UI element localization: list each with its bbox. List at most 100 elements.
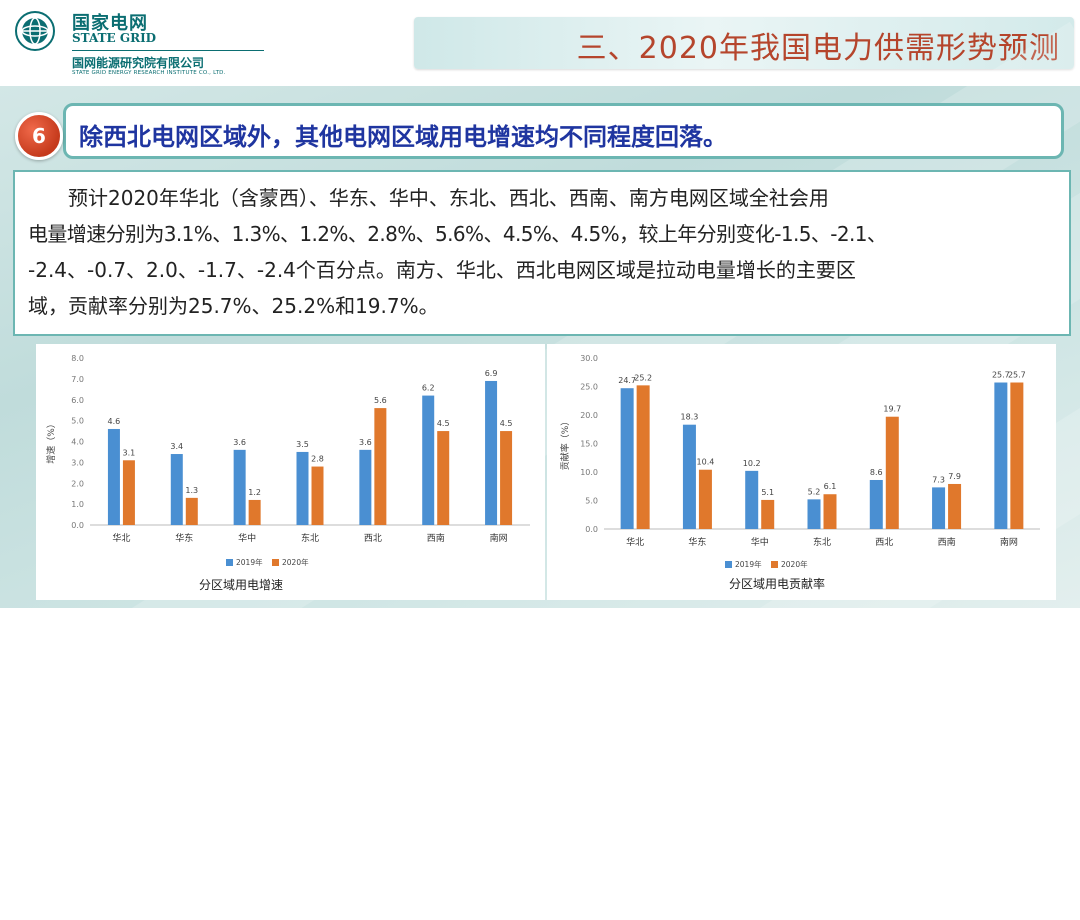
legend-label: 2019年 (735, 559, 762, 569)
bar-2020 (636, 385, 650, 529)
y-tick-label: 4.0 (71, 438, 84, 447)
x-tick-label: 华东 (175, 532, 193, 544)
x-tick-label: 华中 (751, 536, 769, 548)
x-tick-label: 西北 (875, 537, 893, 548)
data-label: 24.7 (618, 376, 636, 385)
x-tick-label: 东北 (813, 536, 831, 548)
data-label: 25.7 (1008, 371, 1026, 380)
org-name-cn: 国网能源研究院有限公司 (72, 56, 205, 70)
y-axis-label: 增速（%） (45, 419, 57, 464)
bar-2020 (374, 408, 387, 525)
bar-2020 (823, 494, 837, 529)
data-label: 7.9 (948, 472, 961, 481)
data-label: 6.1 (824, 482, 837, 491)
data-label: 4.5 (437, 419, 450, 428)
bar-2020 (1010, 382, 1024, 529)
y-tick-label: 7.0 (71, 375, 84, 384)
x-tick-label: 东北 (301, 532, 319, 544)
y-tick-label: 20.0 (580, 411, 598, 420)
data-label: 3.1 (123, 448, 136, 457)
legend-label: 2020年 (781, 559, 808, 569)
y-tick-label: 0.0 (585, 525, 598, 534)
bar-2020 (761, 499, 775, 529)
bar-2019 (682, 424, 696, 529)
data-label: 18.3 (681, 413, 699, 422)
y-tick-label: 25.0 (580, 383, 598, 392)
y-tick-label: 6.0 (71, 396, 84, 405)
data-label: 10.2 (743, 459, 761, 468)
data-label: 6.9 (485, 369, 498, 378)
bar-2019 (620, 388, 634, 529)
data-label: 5.6 (374, 396, 387, 405)
headline-box: 除西北电网区域外，其他电网区域用电增速均不同程度回落。 (63, 103, 1064, 159)
bar-2020 (122, 460, 135, 525)
growth-chart-panel: 0.0 1.0 2.0 3.0 4.0 5.0 6.0 7.0 8.0 增速（%） 4.6 3.1 华北… (36, 344, 545, 600)
bar-2020 (948, 483, 962, 529)
y-tick-label: 1.0 (71, 500, 84, 509)
bar-2019 (807, 499, 821, 529)
data-label: 4.6 (108, 417, 121, 426)
y-tick-label: 10.0 (580, 468, 598, 477)
title-banner: 三、2020年我国电力供需形势预测 (414, 17, 1074, 69)
bar-2019 (994, 382, 1008, 529)
bar-2019 (107, 428, 120, 525)
data-label: 4.5 (500, 419, 513, 428)
y-axis-label: 贡献率（%） (559, 417, 571, 471)
summary-box: 预计2020年华北（含蒙西）、华东、华中、东北、西北、西南、南方电网区域全社会用… (13, 170, 1071, 336)
bar-2019 (869, 479, 883, 529)
summary-line: 电量增速分别为3.1%、1.3%、1.2%、2.8%、5.6%、4.5%、4.5… (28, 222, 887, 246)
data-label: 19.7 (883, 405, 901, 414)
bar-2020 (311, 466, 324, 525)
y-tick-label: 5.0 (71, 417, 84, 426)
growth-rate-chart: 0.0 1.0 2.0 3.0 4.0 5.0 6.0 7.0 8.0 增速（%） 4.6 3.1 华北… (45, 354, 530, 592)
x-tick-label: 南网 (490, 532, 508, 544)
bar-2019 (745, 470, 759, 529)
bar-2019 (296, 451, 309, 525)
org-name-en: STATE GRID ENERGY RESEARCH INSTITUTE CO.… (72, 70, 226, 76)
brand-name-cn: 国家电网 (72, 13, 148, 34)
legend-swatch (226, 559, 233, 566)
state-grid-logo-icon (15, 11, 55, 51)
bar-2019 (233, 449, 246, 525)
bar-2019 (485, 380, 498, 525)
data-label: 3.6 (359, 438, 372, 447)
data-label: 25.7 (992, 371, 1010, 380)
bar-2019 (170, 454, 183, 525)
section-number-badge: 6 (15, 112, 63, 160)
bar-2020 (248, 499, 261, 525)
legend-label: 2020年 (282, 557, 309, 567)
x-tick-label: 西北 (364, 533, 382, 544)
chart-title: 分区域用电贡献率 (729, 576, 825, 591)
x-tick-label: 华北 (112, 532, 130, 544)
chart-title: 分区域用电增速 (199, 578, 283, 592)
bar-2020 (185, 497, 198, 525)
bar-2019 (422, 395, 435, 525)
bar-2020 (885, 416, 899, 529)
data-label: 1.3 (185, 486, 198, 495)
data-label: 5.1 (761, 488, 774, 497)
legend-swatch (725, 561, 732, 568)
bar-2019 (359, 449, 372, 525)
data-label: 2.8 (311, 455, 324, 464)
legend-swatch (771, 561, 778, 568)
summary-line: 域，贡献率分别为25.7%、25.2%和19.7%。 (28, 294, 439, 318)
data-label: 3.4 (170, 442, 183, 451)
brand-divider (72, 50, 264, 51)
x-tick-label: 西南 (427, 532, 445, 544)
x-tick-label: 华东 (688, 536, 706, 548)
data-label: 10.4 (697, 458, 715, 467)
y-tick-label: 2.0 (71, 479, 84, 488)
summary-text: 预计2020年华北（含蒙西）、华东、华中、东北、西北、西南、南方电网区域全社会用… (28, 180, 1064, 324)
contribution-chart-panel: 0.0 5.0 10.0 15.0 20.0 25.0 30.0 贡献率（%） 24.7 25.2… (547, 344, 1056, 600)
x-tick-label: 西南 (938, 536, 956, 548)
summary-line: 预计2020年华北（含蒙西）、华东、华中、东北、西北、西南、南方电网区域全社会用 (68, 186, 829, 210)
summary-line: -2.4、-0.7、2.0、-1.7、-2.4个百分点。南方、华北、西北电网区域… (28, 258, 856, 282)
legend-label: 2019年 (236, 557, 263, 567)
data-label: 5.2 (808, 487, 821, 496)
data-label: 3.5 (296, 440, 309, 449)
legend-swatch (272, 559, 279, 566)
bar-2020 (500, 431, 513, 525)
y-tick-label: 5.0 (585, 497, 598, 506)
brand-name-en: STATE GRID (72, 31, 157, 45)
data-label: 6.2 (422, 384, 435, 393)
